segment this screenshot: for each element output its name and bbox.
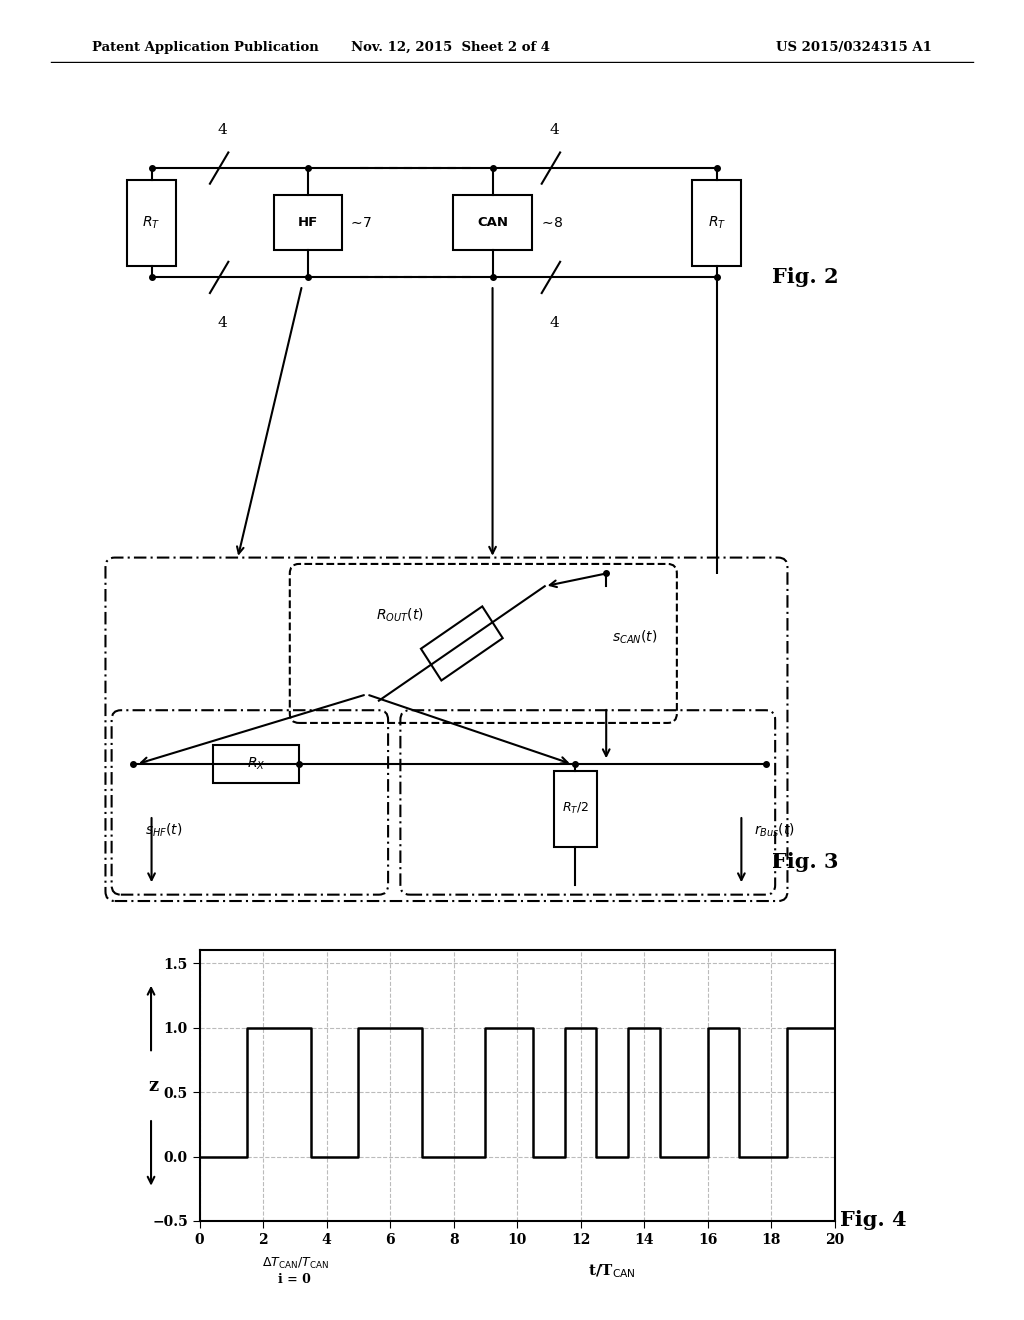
Text: t/T$_{\mathsf{CAN}}$: t/T$_{\mathsf{CAN}}$ bbox=[589, 1262, 636, 1280]
FancyBboxPatch shape bbox=[213, 746, 299, 783]
Text: $R_T$: $R_T$ bbox=[142, 215, 161, 231]
FancyBboxPatch shape bbox=[421, 606, 503, 681]
Text: $\Delta T_{\mathsf{CAN}}/T_{\mathsf{CAN}}$
i = 0: $\Delta T_{\mathsf{CAN}}/T_{\mathsf{CAN}… bbox=[261, 1255, 329, 1286]
FancyBboxPatch shape bbox=[453, 195, 532, 249]
Text: $R_T$: $R_T$ bbox=[708, 215, 726, 231]
Text: Fig. 2: Fig. 2 bbox=[772, 268, 839, 288]
Text: $R_{OUT}(t)$: $R_{OUT}(t)$ bbox=[377, 607, 424, 624]
Text: Fig. 4: Fig. 4 bbox=[840, 1210, 906, 1230]
FancyBboxPatch shape bbox=[127, 180, 176, 265]
Text: $\sim\!8$: $\sim\!8$ bbox=[539, 215, 563, 230]
Text: 4: 4 bbox=[549, 317, 559, 330]
Text: $s_{CAN}(t)$: $s_{CAN}(t)$ bbox=[612, 628, 657, 645]
FancyBboxPatch shape bbox=[692, 180, 741, 265]
Text: $R_T/2$: $R_T/2$ bbox=[562, 801, 589, 816]
Text: 4: 4 bbox=[217, 317, 227, 330]
Text: $R_X$: $R_X$ bbox=[247, 756, 265, 772]
Text: $s_{HF}(t)$: $s_{HF}(t)$ bbox=[145, 821, 183, 840]
Text: 4: 4 bbox=[549, 123, 559, 137]
Text: HF: HF bbox=[298, 216, 318, 230]
Text: US 2015/0324315 A1: US 2015/0324315 A1 bbox=[776, 41, 932, 54]
Text: $r_{Bus}(t)$: $r_{Bus}(t)$ bbox=[754, 821, 795, 840]
FancyBboxPatch shape bbox=[274, 195, 342, 249]
Text: CAN: CAN bbox=[477, 216, 508, 230]
FancyBboxPatch shape bbox=[554, 771, 597, 847]
Text: Nov. 12, 2015  Sheet 2 of 4: Nov. 12, 2015 Sheet 2 of 4 bbox=[351, 41, 550, 54]
Text: z: z bbox=[148, 1077, 159, 1094]
Text: Patent Application Publication: Patent Application Publication bbox=[92, 41, 318, 54]
Text: Fig. 3: Fig. 3 bbox=[772, 853, 839, 873]
Text: $\sim\!7$: $\sim\!7$ bbox=[348, 215, 373, 230]
Text: 4: 4 bbox=[217, 123, 227, 137]
